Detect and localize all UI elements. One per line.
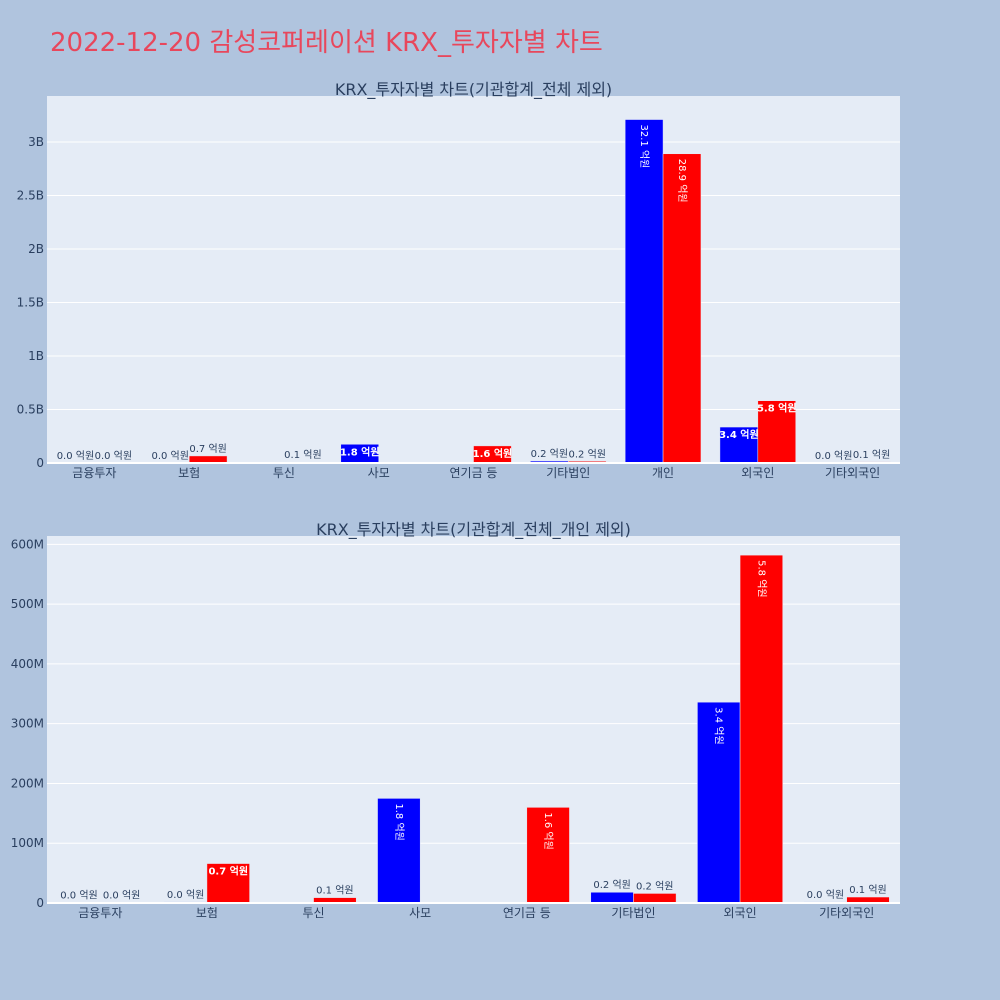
y-tick-label: 3B [28, 135, 44, 149]
page-title: 2022-12-20 감성코퍼레이션 KRX_투자자별 차트 [50, 28, 603, 58]
y-tick-label: 0.5B [17, 403, 44, 417]
bar-value-label: 32.1 억원 [638, 125, 650, 169]
bar-value-label: 0.0 억원 [167, 889, 204, 901]
y-tick-label: 600M [11, 537, 44, 551]
y-tick-label: 400M [11, 657, 44, 671]
bar-value-label: 0.1 억원 [284, 449, 321, 461]
bar [719, 426, 759, 464]
x-tick-label: 기타외국인 [825, 466, 880, 480]
y-tick-label: 500M [11, 597, 44, 611]
x-tick-label: 외국인 [741, 466, 774, 480]
y-tick-label: 0 [36, 456, 44, 470]
bar-value-label: 0.1 억원 [849, 884, 886, 896]
x-tick-label: 투신 [273, 466, 295, 480]
bar [526, 807, 570, 904]
x-tick-label: 기타법인 [546, 466, 590, 480]
bar-value-label: 0.1 억원 [316, 885, 353, 897]
chart-title-0: KRX_투자자별 차트(기관합계_전체 제외) [335, 80, 612, 100]
bar-value-label: 0.2 억원 [593, 879, 630, 891]
bar [188, 455, 228, 464]
x-tick-label: 기타외국인 [819, 906, 874, 920]
bar [206, 863, 250, 904]
x-tick-label: 사모 [368, 466, 390, 480]
bar-value-label: 0.0 억원 [807, 889, 844, 901]
bar-value-label: 0.2 억원 [531, 448, 568, 460]
bar-value-label: 28.9 억원 [676, 159, 688, 203]
bar-value-label: 1.8 억원 [393, 803, 405, 840]
bar-value-label: 5.8 억원 [757, 402, 797, 415]
y-tick-label: 300M [11, 717, 44, 731]
bar-value-label: 5.8 억원 [755, 560, 767, 597]
bar-value-label: 1.6 억원 [542, 812, 554, 849]
bar [377, 798, 421, 904]
x-tick-label: 금융투자 [78, 906, 122, 920]
y-tick-label: 0 [36, 896, 44, 910]
bar-value-label: 0.2 억원 [636, 880, 673, 892]
bar-value-label: 0.7 억원 [189, 443, 226, 455]
bar-value-label: 1.6 억원 [473, 447, 513, 460]
x-tick-label: 사모 [409, 906, 431, 920]
bar-value-label: 3.4 억원 [713, 707, 725, 744]
bar [662, 153, 702, 464]
bar [697, 701, 741, 904]
x-tick-label: 금융투자 [72, 466, 116, 480]
y-tick-label: 1B [28, 349, 44, 363]
bar-value-label: 0.1 억원 [853, 449, 890, 461]
bar-value-label: 0.7 억원 [208, 865, 248, 878]
bar-value-label: 1.8 억원 [340, 445, 380, 458]
bar-value-label: 0.2 억원 [568, 448, 605, 460]
x-tick-label: 외국인 [724, 906, 757, 920]
x-tick-label: 보험 [178, 466, 200, 480]
x-tick-label: 개인 [652, 466, 674, 480]
x-tick-label: 연기금 등 [450, 466, 498, 480]
chart-title-1: KRX_투자자별 차트(기관합계_전체_개인 제외) [316, 520, 631, 540]
bar-value-label: 3.4 억원 [719, 428, 759, 441]
bar [633, 893, 677, 904]
y-tick-label: 200M [11, 776, 44, 790]
y-tick-label: 2B [28, 242, 44, 256]
bar-value-label: 0.0 억원 [151, 450, 188, 462]
bar-value-label: 0.0 억원 [103, 889, 140, 901]
bar [624, 119, 664, 464]
bar [757, 400, 796, 464]
bar [739, 554, 783, 904]
bar-value-label: 0.0 억원 [815, 450, 852, 462]
x-tick-label: 연기금 등 [503, 906, 551, 920]
bar-value-label: 0.0 억원 [57, 450, 94, 462]
y-tick-label: 2.5B [17, 189, 44, 203]
y-tick-label: 100M [11, 836, 44, 850]
x-tick-label: 투신 [303, 906, 325, 920]
bar [590, 891, 634, 904]
bar-value-label: 0.0 억원 [95, 450, 132, 462]
x-tick-label: 기타법인 [611, 906, 655, 920]
y-tick-label: 1.5B [17, 296, 44, 310]
bar-value-label: 0.0 억원 [60, 889, 97, 901]
x-tick-label: 보험 [196, 906, 218, 920]
